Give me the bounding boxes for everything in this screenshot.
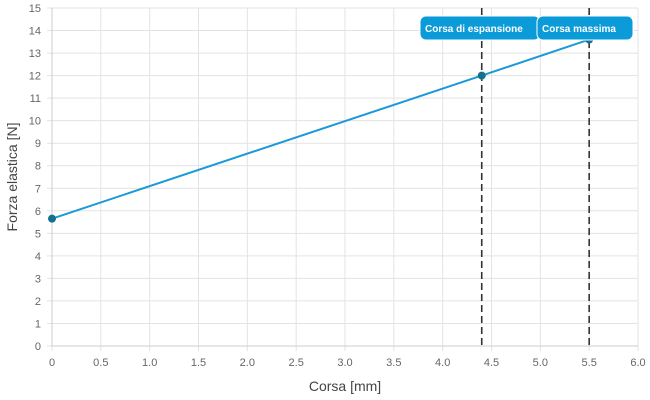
y-tick-label: 13 (29, 48, 41, 60)
x-tick-label: 2.0 (240, 357, 255, 369)
x-tick-label: 4.0 (435, 357, 450, 369)
reference-lines (480, 8, 590, 346)
annotation-label: Corsa di espansione (425, 24, 523, 35)
x-axis-title: Corsa [mm] (309, 378, 381, 394)
y-tick-label: 0 (35, 341, 41, 353)
y-tick-label: 15 (29, 3, 41, 15)
y-tick-label: 6 (35, 206, 41, 218)
y-tick-label: 8 (35, 161, 41, 173)
y-tick-label: 3 (35, 273, 41, 285)
annotations: Corsa di espansione Corsa massima (419, 15, 634, 41)
x-tick-label: 4.5 (484, 357, 499, 369)
grid (47, 7, 639, 351)
annotation-label: Corsa massima (542, 24, 616, 35)
y-tick-label: 4 (35, 251, 41, 263)
x-tick-label: 5.5 (582, 357, 597, 369)
x-tick-label: 5.0 (533, 357, 548, 369)
y-tick-label: 5 (35, 228, 41, 240)
y-tick-label: 9 (35, 138, 41, 150)
x-tick-label: 6.0 (630, 357, 645, 369)
series (48, 35, 594, 223)
series-line (51, 38, 590, 220)
y-tick-label: 7 (35, 183, 41, 195)
y-tick-label: 1 (35, 318, 41, 330)
axes (51, 8, 638, 347)
y-tick-label: 2 (35, 296, 41, 308)
annotation-expansion-stroke: Corsa di espansione (419, 15, 541, 41)
x-tick-label: 3.5 (386, 357, 401, 369)
x-tick-label: 0.5 (93, 357, 108, 369)
y-tick-label: 11 (30, 93, 41, 105)
data-point (477, 71, 486, 80)
y-axis-title: Forza elastica [N] (4, 123, 20, 232)
x-tick-labels: 0 0.5 1.0 1.5 2.0 2.5 3.0 3.5 4.0 4.5 5.0 5.5 6.0 (49, 357, 646, 369)
x-tick-label: 3.0 (337, 357, 352, 369)
x-tick-label: 0 (49, 357, 55, 369)
y-tick-label: 10 (29, 116, 41, 128)
x-tick-label: 1.5 (191, 357, 206, 369)
y-tick-label: 14 (29, 26, 41, 38)
x-tick-label: 1.0 (142, 357, 157, 369)
annotation-max-stroke: Corsa massima (536, 15, 634, 41)
y-tick-label: 12 (29, 71, 41, 83)
annotation-box (536, 15, 634, 41)
data-point (48, 214, 56, 223)
x-tick-label: 2.5 (289, 357, 304, 369)
